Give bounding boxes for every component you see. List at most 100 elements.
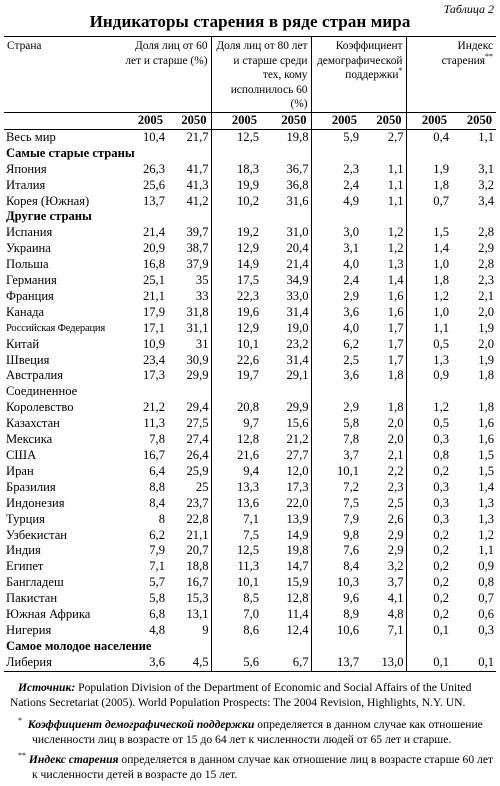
value-cell: 25,6	[142, 177, 165, 192]
table-row: Украина 20,9 38,7 12,9 20,4 3,1 1,2 1,4 2,9	[4, 241, 496, 258]
source-note: Источник: Population Division of the Dep…	[10, 680, 496, 711]
empty-cell	[310, 209, 362, 226]
value-cell: 1,9	[478, 320, 495, 335]
value-cell: 33	[195, 288, 209, 303]
value-cell: 0,8	[405, 448, 452, 464]
value-cell: 2,9	[310, 288, 362, 305]
value-cell: 1,4	[405, 241, 452, 258]
value-cell: 2,5	[387, 495, 404, 510]
value-cell: 4,0	[310, 320, 362, 337]
value-cell: 36,7	[286, 161, 309, 176]
value-cell: 14,9	[210, 257, 262, 274]
value-cell: 1,4	[387, 273, 404, 288]
country-name: Швеция	[6, 352, 50, 367]
empty-cell	[261, 146, 311, 162]
value-cell: 0,2	[405, 543, 452, 560]
value-cell: 3,6	[310, 304, 362, 321]
value-cell: 38,7	[186, 241, 209, 256]
table-row: Египет 7,1 18,8 11,3 14,7 8,4 3,2 0,2 0,9	[4, 559, 496, 576]
country-name: Узбекистан	[6, 527, 68, 542]
empty-cell	[451, 639, 496, 655]
value-cell: 1,8	[387, 368, 404, 383]
value-cell: 10,1	[310, 463, 362, 480]
value-cell: 25,9	[186, 463, 209, 478]
country-name: Бангладеш	[6, 575, 64, 590]
value-cell: 7,6	[310, 543, 362, 560]
country-name: Иран	[6, 463, 34, 478]
value-cell: 8,8	[149, 479, 165, 494]
value-cell: 37,9	[186, 257, 209, 272]
section-row: Самое молодое население	[4, 638, 496, 655]
value-cell: 1,2	[405, 400, 452, 417]
value-cell: 29,9	[286, 400, 309, 415]
section-title: Другие страны	[6, 209, 92, 224]
value-cell: 16,7	[142, 448, 165, 462]
table-row: Узбекистан 6,2 21,1 7,5 14,9 9,8 2,9 0,2 1,2	[4, 527, 496, 544]
section-row: Самые старые страны	[4, 145, 496, 162]
value-cell: 12,9	[210, 320, 262, 337]
value-cell: 5,8	[149, 591, 165, 606]
table-row: Турция 8 22,8 7,1 13,9 7,9 2,6 0,3 1,3	[4, 511, 496, 528]
value-cell: 17,1	[142, 320, 165, 335]
value-cell: 1,2	[387, 241, 404, 256]
value-cell	[261, 384, 311, 400]
value-cell: 12,0	[286, 463, 309, 478]
value-cell: 1,5	[405, 225, 452, 242]
value-cell: 4,9	[310, 193, 362, 210]
value-cell: 0,9	[405, 368, 452, 385]
value-cell: 13,6	[210, 495, 262, 512]
value-cell: 3,0	[310, 225, 362, 242]
value-cell: 0,2	[405, 527, 452, 544]
value-cell: 1,7	[387, 336, 404, 351]
value-cell: 8,6	[210, 622, 262, 639]
footnote-text: определяется в данном случае как отношен…	[32, 717, 483, 747]
value-cell: 19,8	[286, 543, 309, 558]
value-cell: 21,6	[210, 448, 262, 464]
empty-cell	[361, 209, 406, 225]
value-cell: 21,4	[142, 225, 165, 240]
value-cell: 8,9	[310, 607, 362, 623]
value-cell: 8,4	[310, 559, 362, 576]
empty-cell	[261, 209, 311, 225]
value-cell: 1,1	[387, 193, 404, 208]
value-cell: 30,9	[186, 352, 209, 367]
value-cell: 33,0	[286, 288, 309, 303]
value-cell: 1,6	[478, 416, 495, 431]
country-name: Мексика	[6, 432, 53, 447]
footnote-support-ratio: * Коэффициент демографической поддержки …	[10, 716, 496, 748]
country-name: Либерия	[6, 654, 52, 669]
value-cell: 1,3	[478, 511, 495, 526]
value-cell: 2,0	[478, 304, 495, 319]
value-cell: 4,5	[192, 654, 209, 669]
value-cell: 2,4	[310, 177, 362, 194]
value-cell: 41,2	[186, 193, 209, 208]
value-cell: 0,4	[405, 129, 452, 146]
year-cell: 2050	[281, 112, 307, 127]
value-cell: 13,7	[310, 654, 362, 672]
value-cell: 12,5	[210, 129, 262, 146]
value-cell	[361, 384, 406, 400]
country-name: Италия	[6, 177, 46, 192]
header-share-60plus: Доля лиц от 60 лет и старше (%)	[125, 40, 208, 67]
country-name: Пакистан	[6, 591, 58, 606]
value-cell: 19,8	[286, 129, 309, 144]
value-cell: 2,1	[387, 448, 404, 462]
value-cell: 1,6	[387, 304, 404, 319]
value-cell: 17,3	[286, 479, 309, 494]
value-cell: 7,0	[210, 607, 262, 623]
value-cell: 23,7	[186, 495, 209, 510]
country-name: Украина	[6, 241, 51, 256]
country-name: Корея (Южная)	[6, 193, 90, 208]
value-cell: 20,9	[142, 241, 165, 256]
value-cell: 31,0	[286, 225, 309, 240]
country-name: Казахстан	[6, 416, 60, 431]
value-cell: 6,8	[149, 607, 165, 622]
value-cell: 19,2	[210, 225, 262, 242]
table-row: Япония 26,3 41,7 18,3 36,7 2,3 1,1 1,9 3,1	[4, 161, 496, 178]
footnote-mark: **	[18, 750, 26, 760]
year-cell: 2005	[405, 112, 452, 130]
value-cell: 1,7	[387, 320, 404, 335]
table-row: Германия 25,1 35 17,5 34,9 2,4 1,4 1,8 2,3	[4, 273, 496, 289]
value-cell: 11,4	[286, 607, 309, 622]
value-cell: 2,4	[310, 273, 362, 289]
